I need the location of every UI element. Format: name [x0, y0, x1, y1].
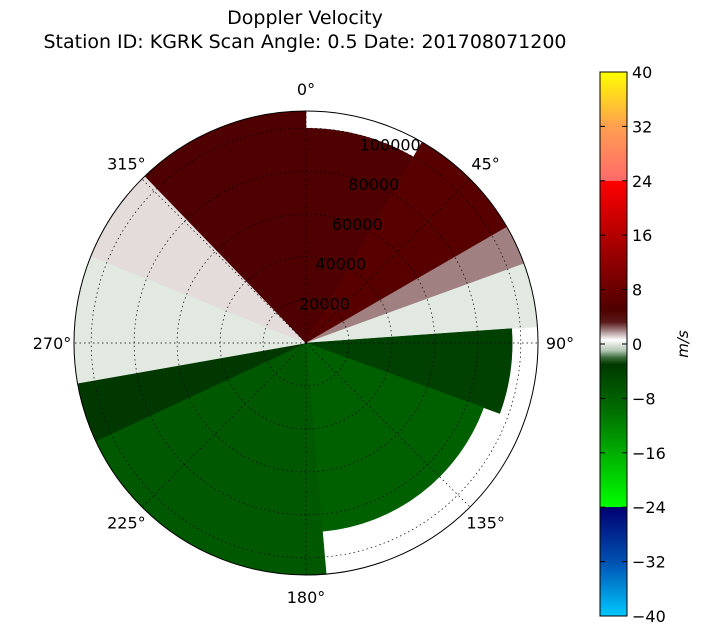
angle-tick-label: 0°: [297, 80, 315, 99]
velocity-sector-0: [305, 127, 414, 344]
colorbar-tick-label: −16: [632, 444, 666, 463]
angle-tick-labels: 0° 45° 90° 135° 180° 225° 270° 315°: [33, 80, 574, 607]
colorbar-ticks: 40 32 24 16 8 0 −8 −16 −24 −32 −40: [600, 63, 666, 626]
colorbar-label: m/s: [674, 330, 692, 358]
chart-title-block: Doppler Velocity Station ID: KGRK Scan A…: [0, 6, 610, 54]
radial-tick-labels: 20000 40000 60000 80000 100000: [299, 136, 421, 314]
polar-grid: [74, 111, 538, 575]
polar-frame: [73, 110, 539, 576]
colorbar-tick-label: 40: [632, 63, 652, 82]
radial-tick-label: 20000: [299, 294, 350, 313]
velocity-field: [74, 111, 538, 575]
angle-tick-label: 45°: [471, 154, 499, 173]
velocity-sector-5: [305, 342, 484, 532]
radial-tick-label: 40000: [315, 255, 366, 274]
angle-tick-label: 135°: [466, 514, 505, 533]
radial-gridline: [262, 299, 350, 387]
angle-tick-label: 270°: [33, 334, 72, 353]
colorbar-tick-label: 16: [632, 226, 652, 245]
colorbar-tick-label: −8: [632, 389, 656, 408]
colorbar: 40 32 24 16 8 0 −8 −16 −24 −32 −40 m/s: [599, 63, 692, 626]
chart-title: Doppler Velocity: [227, 7, 383, 29]
radial-gridline: [90, 127, 522, 559]
colorbar-tick-label: 24: [632, 172, 652, 191]
chart-subtitle: Station ID: KGRK Scan Angle: 0.5 Date: 2…: [43, 31, 567, 53]
colorbar-tick-label: −40: [632, 607, 666, 626]
radial-tick-label: 100000: [360, 136, 421, 155]
radial-tick-label: 60000: [332, 215, 383, 234]
radial-tick-label: 80000: [348, 175, 399, 194]
colorbar-tick-label: −24: [632, 498, 666, 517]
angle-tick-label: 225°: [107, 514, 146, 533]
colorbar-tick-label: 8: [632, 281, 642, 300]
velocity-sector-4: [305, 328, 513, 414]
angle-tick-label: 90°: [546, 334, 574, 353]
angle-tick-label: 180°: [287, 588, 326, 607]
radial-gridline: [176, 213, 436, 473]
colorbar-tick-label: 0: [632, 335, 642, 354]
angle-tick-label: 315°: [107, 154, 146, 173]
colorbar-tick-label: 32: [632, 117, 652, 136]
colorbar-tick-label: −32: [632, 553, 666, 572]
